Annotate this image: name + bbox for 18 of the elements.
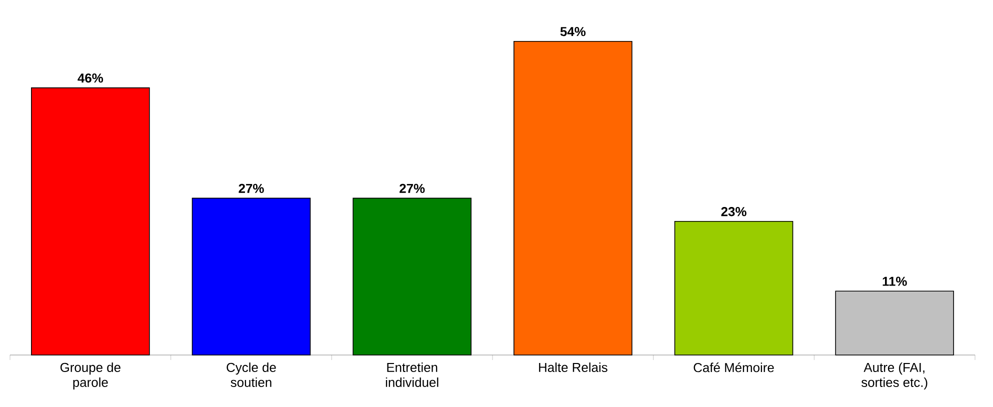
- data-label: 46%: [78, 73, 104, 83]
- data-label: 11%: [882, 276, 907, 286]
- bar: [514, 40, 632, 356]
- data-label: 54%: [560, 27, 586, 36]
- x-tick-label: Cycle de soutien: [226, 362, 276, 387]
- bar: [674, 221, 794, 356]
- bar: [352, 198, 472, 356]
- x-tick-label: Groupe de parole: [60, 362, 120, 390]
- bar: [835, 290, 954, 356]
- data-label: 23%: [721, 207, 746, 216]
- data-label: 27%: [400, 184, 425, 193]
- x-tick-label: Autre (FAI, sorties etc.): [861, 362, 928, 390]
- x-tick-label: Halte Relais: [539, 362, 608, 372]
- x-tick-label: Entretien individuel: [386, 362, 438, 387]
- bar: [192, 198, 311, 356]
- bar: [31, 87, 150, 356]
- data-label: 27%: [238, 184, 264, 193]
- x-tick-label: Café Mémoire: [694, 362, 774, 372]
